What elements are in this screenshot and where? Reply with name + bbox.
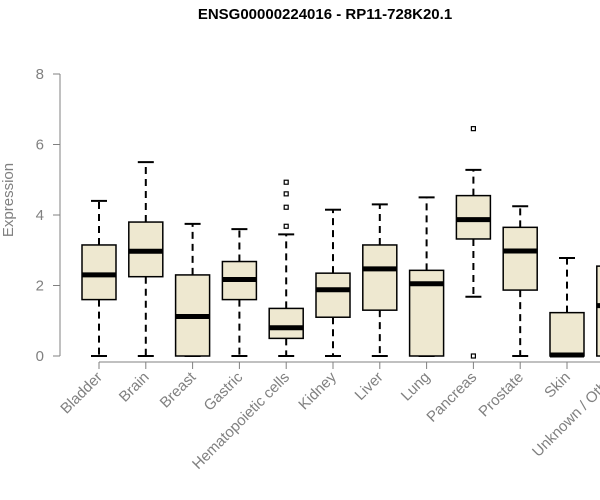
x-tick-label: Lung [398,369,434,405]
chart-title: ENSG00000224016 - RP11-728K20.1 [197,6,453,23]
box-iqr [549,311,585,357]
outlier-point [470,126,476,132]
box-iqr [81,244,117,301]
y-tick-label: 0 [36,348,44,365]
box-iqr [502,226,538,291]
box-unknown-other [596,265,600,357]
y-axis: 0 2 4 6 8 [36,66,61,365]
x-tick-label: Bladder [57,369,106,418]
outlier-point [283,179,289,185]
box-iqr [362,244,398,311]
outlier-point [470,353,476,359]
x-tick-label: Skin [541,369,574,402]
x-tick-label: Pancreas [423,369,480,426]
x-tick-label: Breast [157,368,200,411]
box-breast [174,222,211,357]
boxes [81,126,600,359]
y-tick-label: 4 [36,207,44,224]
x-tick-label: Prostate [475,369,527,421]
box-kidney [315,208,351,357]
box-iqr [315,272,351,318]
box-pancreas [455,126,492,359]
outlier-point [283,223,289,229]
y-tick-label: 2 [36,278,44,295]
outlier-point [283,204,289,210]
y-axis-label: Expression [0,163,17,237]
box-hematopoietic-cells [268,179,304,357]
x-tick-label: Gastric [201,368,247,414]
box-iqr [268,307,304,340]
x-tick-label: Kidney [295,368,340,413]
box-skin [549,257,585,358]
x-tick-label: Brain [116,369,153,406]
y-tick-label: 6 [36,137,44,154]
box-lung [408,196,445,357]
box-iqr [596,265,600,357]
outlier-point [283,191,289,197]
box-bladder [81,199,117,357]
box-brain [128,161,164,357]
box-gastric [221,228,258,357]
x-tick-label: Liver [352,369,387,404]
y-tick-label: 8 [36,66,44,83]
box-liver [362,203,398,357]
box-prostate [502,205,538,357]
